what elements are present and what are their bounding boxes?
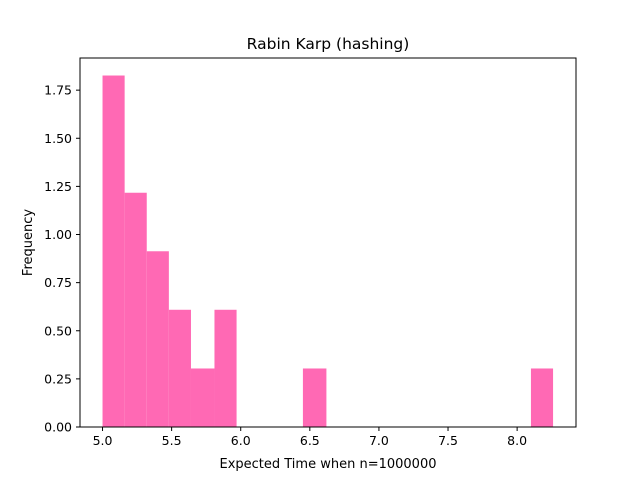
x-tick-label: 8.0 bbox=[507, 433, 527, 448]
histogram-bar bbox=[214, 309, 237, 427]
histogram-bar bbox=[190, 368, 215, 427]
y-tick-label: 1.75 bbox=[44, 83, 72, 98]
histogram-bar bbox=[530, 368, 554, 427]
histogram-bar bbox=[168, 309, 191, 427]
x-tick-label: 5.0 bbox=[93, 433, 113, 448]
y-tick-label: 0.50 bbox=[44, 323, 72, 338]
histogram-bar bbox=[146, 251, 169, 427]
x-tick-label: 6.5 bbox=[300, 433, 320, 448]
x-axis-label: Expected Time when n=1000000 bbox=[219, 457, 436, 472]
y-tick-label: 0.75 bbox=[44, 275, 72, 290]
y-ticks-group: 0.00 0.25 0.50 0.75 1.00 1.25 1.50 1.75 bbox=[44, 83, 80, 435]
chart-title: Rabin Karp (hashing) bbox=[247, 35, 410, 53]
x-tick-label: 5.5 bbox=[162, 433, 182, 448]
y-tick-label: 1.00 bbox=[44, 227, 72, 242]
histogram-bar bbox=[102, 75, 125, 428]
y-tick-label: 1.50 bbox=[44, 131, 72, 146]
histogram-bar bbox=[124, 192, 147, 427]
y-tick-label: 0.00 bbox=[44, 420, 72, 435]
x-tick-label: 6.0 bbox=[231, 433, 251, 448]
y-tick-label: 1.25 bbox=[44, 179, 72, 194]
x-tick-label: 7.0 bbox=[369, 433, 389, 448]
bars-group bbox=[102, 75, 554, 428]
plot-frame bbox=[79, 57, 577, 428]
x-ticks-group: 5.0 5.5 6.0 6.5 7.0 7.5 8.0 bbox=[93, 427, 527, 448]
x-tick-label: 7.5 bbox=[438, 433, 458, 448]
y-axis-label: Frequency bbox=[21, 209, 36, 276]
y-tick-label: 0.25 bbox=[44, 371, 72, 386]
histogram-bar bbox=[302, 368, 327, 427]
